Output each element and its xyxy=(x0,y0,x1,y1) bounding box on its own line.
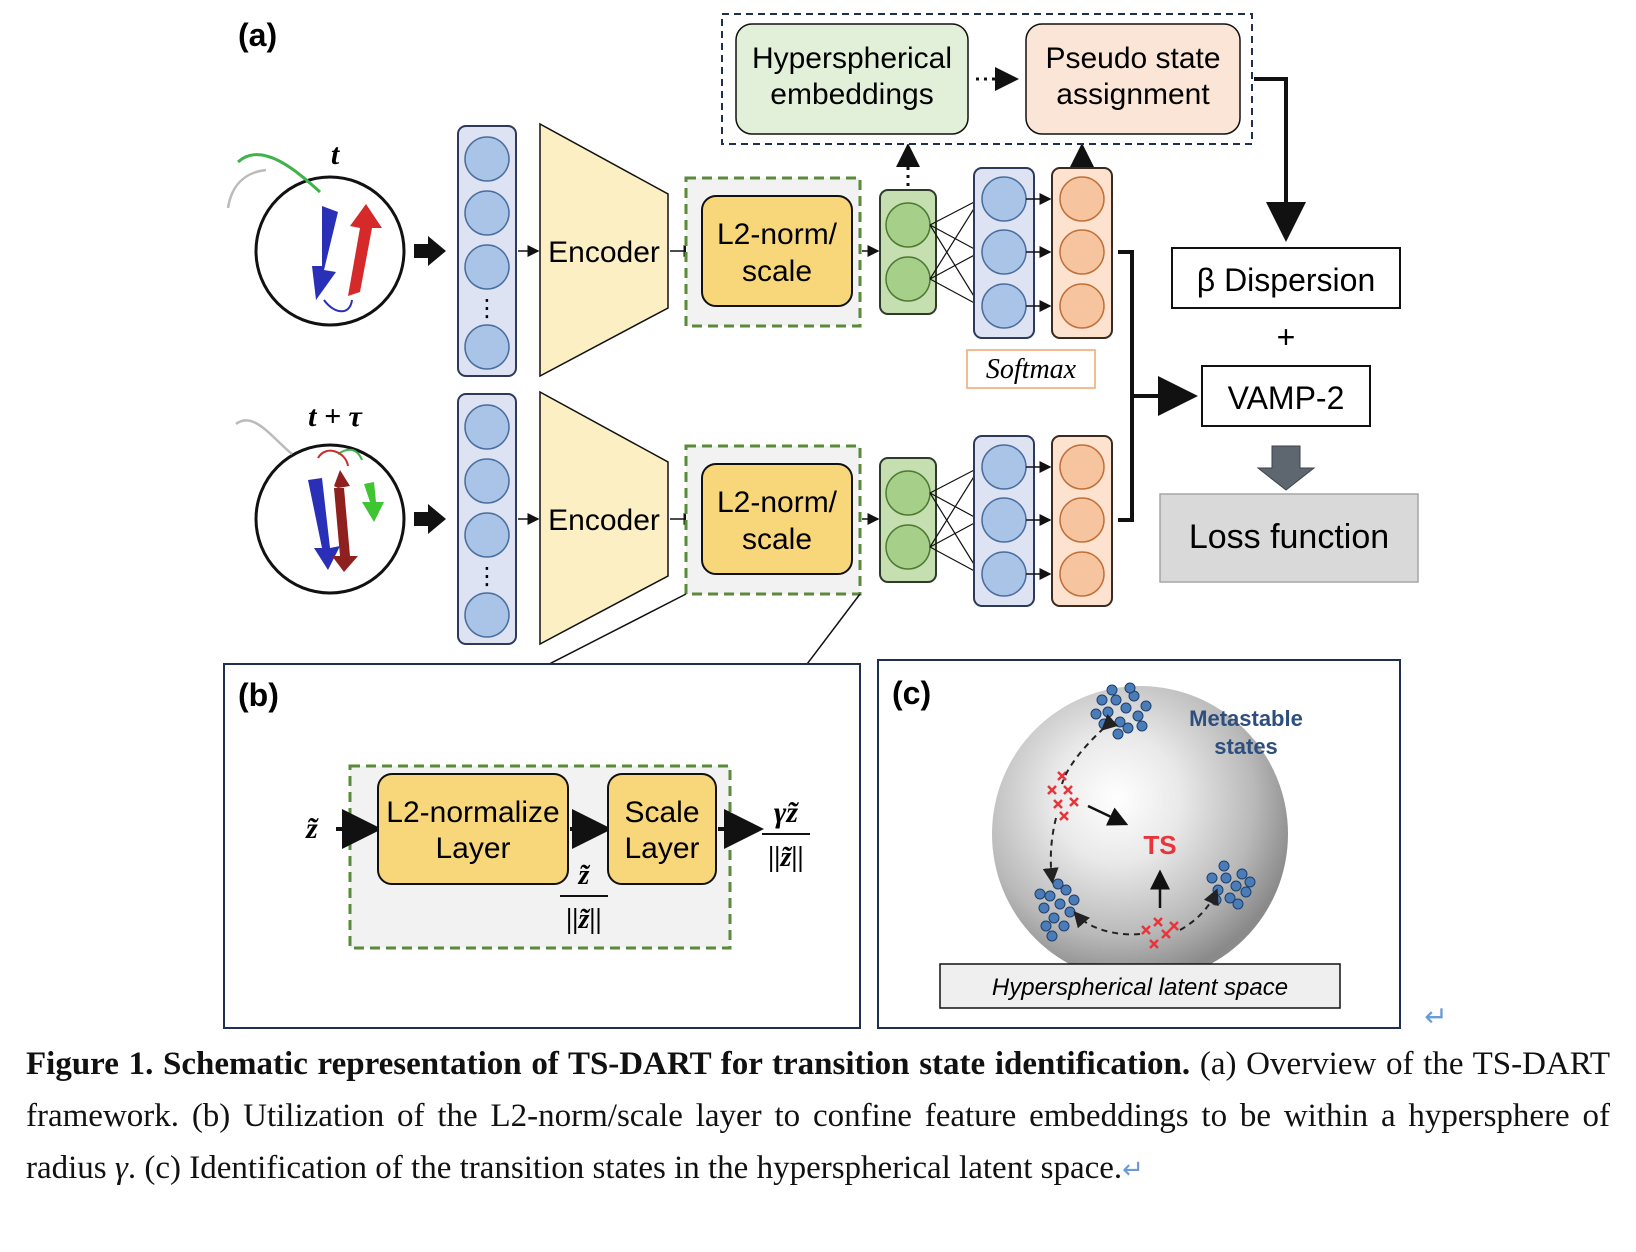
l2-label-top-line1: L2-norm/ xyxy=(717,218,838,251)
transition-path-top-left xyxy=(1061,713,1119,785)
down-arrow-loss xyxy=(1256,445,1316,491)
panel-label-c: (c) xyxy=(892,675,931,711)
vamp2-label: VAMP-2 xyxy=(1228,380,1345,416)
beta-dispersion-label: β Dispersion xyxy=(1197,262,1375,298)
ts-crosses-left xyxy=(1047,771,1079,821)
ts-label: TS xyxy=(1143,830,1176,860)
dense-connections-top xyxy=(929,198,981,307)
l2-label-bottom-line1: L2-norm/ xyxy=(717,486,838,519)
latent-space-label-box xyxy=(939,963,1341,1009)
softmax-label-box xyxy=(966,349,1096,389)
hyperspherical-embeddings-line1: Hyperspherical xyxy=(752,42,952,75)
dense-connections-bottom xyxy=(929,466,981,575)
arrow-pseudo-to-dispersion xyxy=(1254,77,1306,242)
softmax-label: Softmax xyxy=(986,354,1077,385)
time-label-t-tau: t + τ xyxy=(308,400,363,433)
mid-fraction-numerator: z̃ xyxy=(578,860,591,891)
caption-text-2: . (c) Identification of the transition s… xyxy=(127,1150,1123,1186)
panel-label-b: (b) xyxy=(238,677,279,713)
embedding-layer-bottom xyxy=(879,457,937,583)
return-mark-figure: ↵ xyxy=(1424,1001,1447,1030)
panel-label-a: (a) xyxy=(238,17,277,53)
encoder-label-bottom: Encoder xyxy=(548,504,660,537)
output-layer-top xyxy=(973,167,1035,339)
pseudo-state-line2: assignment xyxy=(1056,78,1210,111)
ts-dart-figure: (a) t t + τ ⋮ ⋮ xyxy=(223,13,1448,1030)
out-fraction-numerator: γz̃ xyxy=(774,796,800,829)
hyperspherical-embeddings-box xyxy=(735,23,969,135)
transition-path-bottom-left xyxy=(1073,910,1141,936)
bracket xyxy=(1118,250,1134,522)
latent-space-label: Hyperspherical latent space xyxy=(992,974,1288,1001)
hyperspherical-embeddings-line2: embeddings xyxy=(770,78,933,111)
softmax-arrows-bottom xyxy=(1026,461,1052,580)
scale-layer-line1: Scale xyxy=(624,796,699,829)
output-layer-bottom xyxy=(973,435,1035,607)
input-arrow-top xyxy=(414,236,446,266)
time-label-t: t xyxy=(331,138,341,171)
softmax-layer-top xyxy=(1051,167,1113,339)
mid-fraction-denominator: ||z̃|| xyxy=(566,904,602,935)
caption-bold: Figure 1. Schematic representation of TS… xyxy=(26,1046,1191,1082)
pseudo-state-assignment-box xyxy=(1025,23,1241,135)
vamp2-box xyxy=(1201,365,1371,427)
transition-path-left-down xyxy=(1042,817,1059,884)
softmax-layer-bottom xyxy=(1051,435,1113,607)
ts-arrow-diagonal xyxy=(1087,804,1129,826)
protein-snapshot-t-tau xyxy=(235,419,406,595)
pseudo-state-line1: Pseudo state xyxy=(1045,42,1220,75)
embedding-layer-top xyxy=(879,189,937,315)
hypersphere xyxy=(992,686,1288,982)
softmax-arrows-top xyxy=(1026,193,1052,312)
protein-snapshot-t xyxy=(226,153,406,327)
input-layer-top xyxy=(457,125,517,377)
metastable-label-line1: Metastable xyxy=(1189,706,1303,731)
caption-return-mark: ↵ xyxy=(1122,1155,1144,1185)
l2-label-bottom-line2: scale xyxy=(742,523,812,556)
input-arrow-bottom xyxy=(414,504,446,534)
scale-layer-box xyxy=(607,773,717,885)
input-ellipsis-top: ⋮ xyxy=(475,295,499,322)
input-z-tilde: z̃ xyxy=(305,812,319,845)
ts-crosses-bottom xyxy=(1141,917,1179,949)
input-layer-bottom xyxy=(457,393,517,645)
l2-normalize-line2: Layer xyxy=(435,832,510,865)
caption-text-1: (a) Overview of the TS-DART framework. (… xyxy=(26,1046,1610,1186)
encoder-label-top: Encoder xyxy=(548,236,660,269)
scale-layer-line2: Layer xyxy=(624,832,699,865)
loss-function-label: Loss function xyxy=(1189,518,1389,556)
encoder-top xyxy=(539,122,669,378)
out-fraction-denominator: ||z̃|| xyxy=(768,842,804,873)
l2-norm-scale-top xyxy=(701,195,853,307)
plus-sign: + xyxy=(1277,319,1296,355)
l2-normalize-layer-box xyxy=(377,773,569,885)
beta-dispersion-box xyxy=(1171,247,1401,309)
metastable-cluster-left xyxy=(1034,878,1080,942)
l2-label-top-line2: scale xyxy=(742,255,812,288)
metastable-label-line2: states xyxy=(1214,734,1278,759)
caption-gamma: γ xyxy=(114,1150,128,1186)
encoder-bottom xyxy=(539,390,669,646)
input-ellipsis-bottom: ⋮ xyxy=(475,563,499,590)
l2-norm-scale-bottom xyxy=(701,463,853,575)
l2-normalize-line1: L2-normalize xyxy=(386,796,559,829)
transition-path-bottom-right xyxy=(1179,888,1219,931)
loss-function-box xyxy=(1159,493,1419,583)
figure-caption: Figure 1. Schematic representation of TS… xyxy=(26,1038,1610,1196)
